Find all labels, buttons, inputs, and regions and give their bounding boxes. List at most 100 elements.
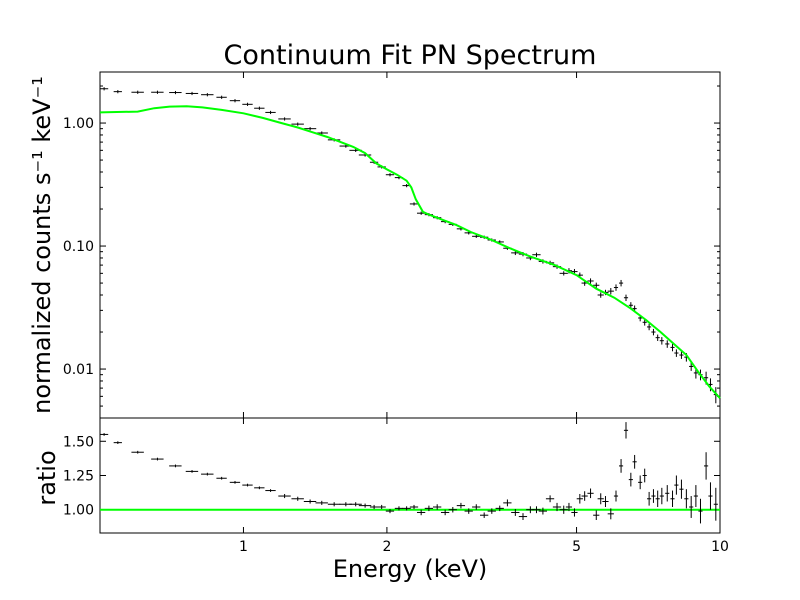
ratio-data-point: [440, 509, 450, 516]
ratio-data-point: [655, 490, 660, 507]
ratio-data-point: [684, 489, 689, 509]
ratio-data-point: [448, 506, 457, 513]
spectrum-data-point: [659, 337, 664, 345]
spectrum-data-point: [472, 234, 481, 238]
ratio-data-point: [464, 508, 473, 514]
ratio-xtick-label: 2: [382, 539, 391, 555]
ratio-data-point: [402, 506, 411, 511]
ratio-data-point: [480, 512, 489, 518]
ratio-ytick-label: 1.25: [63, 469, 94, 485]
ratio-data-point: [185, 470, 199, 473]
spectrum-model-line: [99, 105, 721, 399]
spectrum-data-point: [670, 343, 675, 352]
ratio-data-point: [487, 508, 496, 514]
spectrum-data-point: [242, 102, 253, 106]
ratio-data-point: [708, 482, 713, 510]
ratio-data-point: [618, 459, 624, 473]
ratio-data-point: [670, 490, 675, 507]
ratio-data-point: [358, 503, 372, 508]
ratio-data-point: [642, 468, 647, 483]
ratio-data-point: [587, 488, 594, 499]
ratio-data-point: [424, 505, 434, 512]
ratio-data-point: [216, 476, 227, 480]
ratio-data-point: [659, 487, 664, 505]
ratio-ytick-label: 1.50: [63, 434, 94, 450]
ratio-data-point: [559, 505, 568, 514]
ratio-data-point: [229, 480, 241, 484]
ratio-data-point: [518, 513, 528, 520]
spectrum-data-point: [131, 90, 144, 94]
ratio-data-point: [679, 479, 684, 499]
ratio-data-point: [409, 504, 419, 510]
ratio-data-point: [113, 441, 122, 445]
spectrum-data-point: [655, 334, 660, 341]
ratio-data-point: [651, 489, 656, 503]
spectrum-data-point: [607, 288, 614, 295]
ratio-data-point: [377, 504, 386, 510]
spectrum-data-point: [593, 282, 600, 288]
ratio-data-point: [433, 504, 442, 510]
ratio-data-point: [545, 495, 555, 503]
ratio-data-point: [607, 508, 614, 520]
ratio-data-point: [242, 483, 253, 487]
ratio-data-point: [628, 472, 633, 487]
ratio-data-point: [593, 510, 600, 520]
ratio-data-point: [327, 502, 341, 507]
ratio-data-point: [638, 475, 643, 490]
ratio-data-point: [495, 505, 504, 512]
x-axis-label: Energy (keV): [333, 555, 488, 583]
spectrum-data-point: [665, 340, 670, 348]
ratio-data-point: [647, 491, 652, 506]
spectrum-data-point: [303, 127, 317, 131]
spectrum-data-point: [151, 90, 164, 94]
ratio-data-point: [632, 454, 637, 469]
spectrum-data-points: [99, 87, 718, 404]
spectrum-data-point: [587, 278, 594, 284]
ratio-data-point: [394, 506, 404, 511]
spectrum-ytick-label: 0.01: [63, 362, 94, 378]
ratio-data-point: [265, 489, 276, 492]
ratio-xtick-label: 5: [572, 539, 581, 555]
spectrum-data-point: [216, 95, 227, 99]
ratio-data-point: [151, 457, 164, 461]
spectrum-data-point: [651, 328, 656, 336]
ratio-data-point: [613, 490, 619, 502]
spectrum-data-point: [674, 349, 679, 357]
ratio-data-point: [503, 499, 512, 507]
spectrum-data-point: [169, 90, 182, 95]
spectrum-data-point: [647, 323, 652, 331]
spectrum-data-point: [278, 117, 291, 121]
spectrum-data-point: [623, 294, 629, 302]
ratio-data-point: [131, 450, 144, 454]
spectrum-data-point: [185, 91, 199, 96]
spectrum-data-point: [99, 87, 109, 91]
ratio-data-point: [532, 506, 541, 514]
spectrum-data-point: [689, 362, 694, 371]
spectrum-data-point: [679, 351, 684, 359]
ratio-axis-ticks: 1.00 1.25 1.50 1 2 5 10: [63, 418, 729, 555]
ratio-data-point: [665, 485, 670, 502]
spectrum-data-point: [618, 279, 624, 287]
spectrum-ytick-label: 0.10: [63, 239, 94, 255]
ratio-data-point: [456, 502, 466, 509]
ratio-data-point: [315, 500, 328, 505]
ratio-ytick-label: 1.00: [63, 503, 94, 519]
ratio-data-point: [581, 491, 588, 501]
spectrum-ylabel: normalized counts s⁻¹ keV⁻¹: [28, 76, 56, 414]
ratio-data-point: [254, 486, 265, 490]
ratio-data-point: [602, 496, 609, 507]
ratio-data-point: [538, 507, 548, 515]
ratio-data-point: [201, 472, 214, 476]
ratio-data-point: [169, 464, 182, 468]
ratio-data-point: [623, 422, 629, 439]
spectrum-data-point: [559, 271, 568, 276]
spectrum-data-point: [597, 292, 604, 298]
spectrum-axis-ticks: 0.01 0.10 1.00: [63, 72, 721, 418]
ratio-data-point: [552, 502, 562, 512]
spectrum-data-point: [254, 106, 265, 110]
spectrum-data-point: [113, 90, 122, 94]
chart-title: Continuum Fit PN Spectrum: [224, 40, 597, 71]
ratio-data-point: [565, 502, 573, 512]
spectrum-data-point: [229, 99, 241, 103]
ratio-data-point: [597, 493, 604, 505]
